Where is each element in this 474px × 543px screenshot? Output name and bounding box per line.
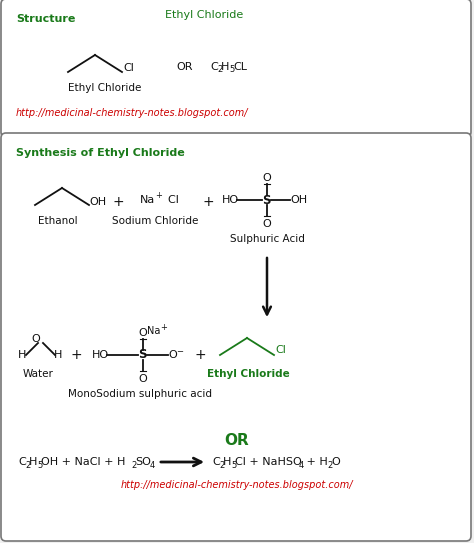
Text: O: O <box>263 173 272 183</box>
Text: 5: 5 <box>231 460 236 470</box>
Text: 5: 5 <box>37 460 42 470</box>
Text: 2: 2 <box>217 66 222 74</box>
Text: OH + NaCl + H: OH + NaCl + H <box>41 457 126 467</box>
Text: O: O <box>138 328 147 338</box>
Text: O: O <box>168 350 177 360</box>
Text: +: + <box>202 195 214 209</box>
Text: Water: Water <box>23 369 54 379</box>
Text: + H: + H <box>303 457 328 467</box>
Text: Cl: Cl <box>123 63 134 73</box>
Text: C: C <box>212 457 220 467</box>
Text: H: H <box>221 62 229 72</box>
FancyBboxPatch shape <box>1 133 471 541</box>
Text: O: O <box>263 219 272 229</box>
Text: Synthesis of Ethyl Chloride: Synthesis of Ethyl Chloride <box>16 148 185 158</box>
Text: Na: Na <box>147 326 160 336</box>
Text: OR: OR <box>176 62 192 72</box>
Text: Cl: Cl <box>275 345 286 355</box>
Text: SO: SO <box>135 457 151 467</box>
Text: C: C <box>210 62 218 72</box>
Text: O: O <box>331 457 340 467</box>
Text: +: + <box>70 348 82 362</box>
Text: S: S <box>138 349 146 362</box>
Text: HO: HO <box>92 350 109 360</box>
Text: O: O <box>138 374 147 384</box>
Text: Sodium Chloride: Sodium Chloride <box>112 216 198 226</box>
Text: S: S <box>262 193 271 206</box>
Text: MonoSodium sulphuric acid: MonoSodium sulphuric acid <box>68 389 212 399</box>
Text: Structure: Structure <box>16 14 75 24</box>
Text: +: + <box>160 323 167 331</box>
Text: 4: 4 <box>299 460 304 470</box>
Text: 2: 2 <box>131 460 136 470</box>
Text: H: H <box>223 457 231 467</box>
Text: −: − <box>176 348 183 357</box>
Text: 2: 2 <box>219 460 224 470</box>
Text: H: H <box>29 457 37 467</box>
Text: Ethyl Chloride: Ethyl Chloride <box>68 83 141 93</box>
Text: H: H <box>18 350 27 360</box>
Text: 2: 2 <box>327 460 332 470</box>
Text: +: + <box>155 192 162 200</box>
Text: OR: OR <box>225 433 249 448</box>
Text: Ethyl Chloride: Ethyl Chloride <box>165 10 243 20</box>
Text: Ethyl Chloride: Ethyl Chloride <box>207 369 289 379</box>
Text: http://medicinal-chemistry-notes.blogspot.com/: http://medicinal-chemistry-notes.blogspo… <box>16 108 248 118</box>
Text: Cl + NaHSO: Cl + NaHSO <box>235 457 302 467</box>
Text: +: + <box>112 195 124 209</box>
FancyBboxPatch shape <box>1 0 471 137</box>
Text: Ethanol: Ethanol <box>38 216 78 226</box>
Text: 4: 4 <box>150 460 155 470</box>
Text: Cl: Cl <box>161 195 179 205</box>
Text: Sulphuric Acid: Sulphuric Acid <box>229 234 304 244</box>
Text: H: H <box>54 350 63 360</box>
Text: +: + <box>194 348 206 362</box>
Text: 2: 2 <box>25 460 30 470</box>
Text: Na: Na <box>140 195 155 205</box>
Text: http://medicinal-chemistry-notes.blogspot.com/: http://medicinal-chemistry-notes.blogspo… <box>121 480 353 490</box>
Text: 5: 5 <box>229 66 234 74</box>
Text: OH: OH <box>89 197 106 207</box>
Text: O: O <box>32 334 40 344</box>
Text: HO: HO <box>222 195 239 205</box>
Text: OH: OH <box>290 195 307 205</box>
Text: CL: CL <box>233 62 247 72</box>
Text: C: C <box>18 457 26 467</box>
